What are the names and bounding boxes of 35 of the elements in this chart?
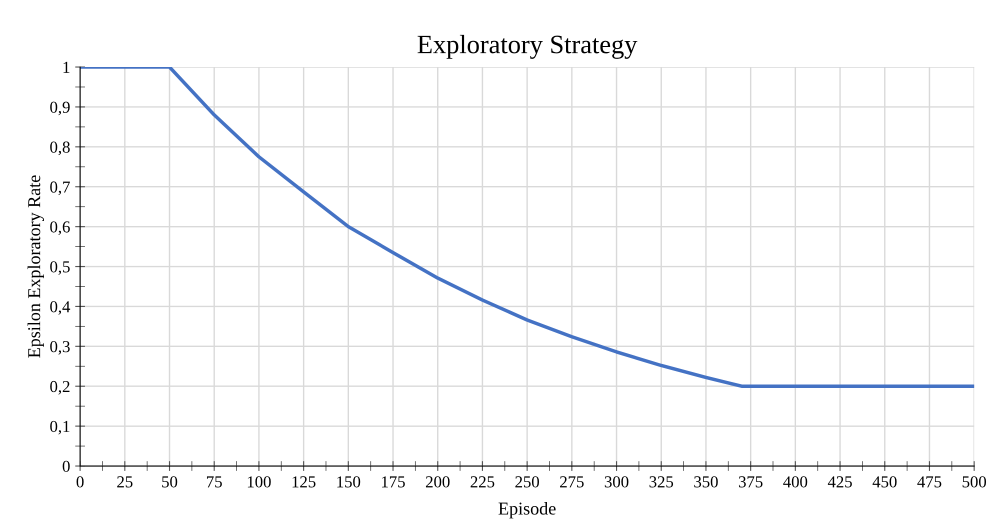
y-tick-label: 0,8 [50, 142, 70, 156]
x-tick-label: 450 [872, 476, 897, 488]
y-tick-label: 0,2 [50, 380, 70, 395]
x-tick-label: 150 [337, 476, 360, 488]
x-tick-label: 125 [292, 476, 316, 488]
y-tick-label: 0,9 [50, 102, 70, 116]
x-tick-label: 225 [470, 476, 494, 488]
x-tick-label: 400 [783, 476, 808, 488]
x-tick-label: 500 [962, 476, 986, 488]
y-tick-label: 0,3 [50, 341, 70, 355]
x-tick-label: 250 [515, 476, 539, 488]
y-tick-label: 0 [62, 460, 70, 472]
x-tick-label: 200 [426, 476, 450, 488]
y-tick-label: 1 [64, 62, 70, 73]
x-tick-label: 300 [604, 476, 628, 488]
y-tick-label: 0,1 [50, 420, 70, 434]
x-axis-title: Episode [498, 502, 556, 518]
x-tick-label: 375 [738, 476, 762, 488]
x-tick-label: 275 [560, 476, 584, 488]
y-tick-label: 0,5 [50, 261, 70, 275]
x-tick-label: 475 [917, 476, 942, 488]
x-tick-label: 325 [650, 476, 674, 488]
x-tick-label: 75 [206, 476, 222, 488]
chart-title: Exploratory Strategy [418, 34, 638, 59]
x-tick-label: 350 [694, 476, 718, 488]
x-tick-label: 175 [382, 476, 405, 488]
x-tick-label: 425 [828, 476, 852, 488]
y-tick-label: 0,4 [50, 301, 70, 315]
y-tick-label: 0,7 [50, 181, 70, 196]
x-tick-label: 100 [248, 476, 271, 488]
y-axis-title: Epsilon Exploratory Rate [28, 175, 44, 358]
x-tick-label: 50 [162, 476, 178, 488]
x-tick-label: 25 [117, 476, 132, 488]
y-tick-label: 0,6 [50, 221, 70, 235]
x-tick-label: 0 [76, 476, 84, 488]
